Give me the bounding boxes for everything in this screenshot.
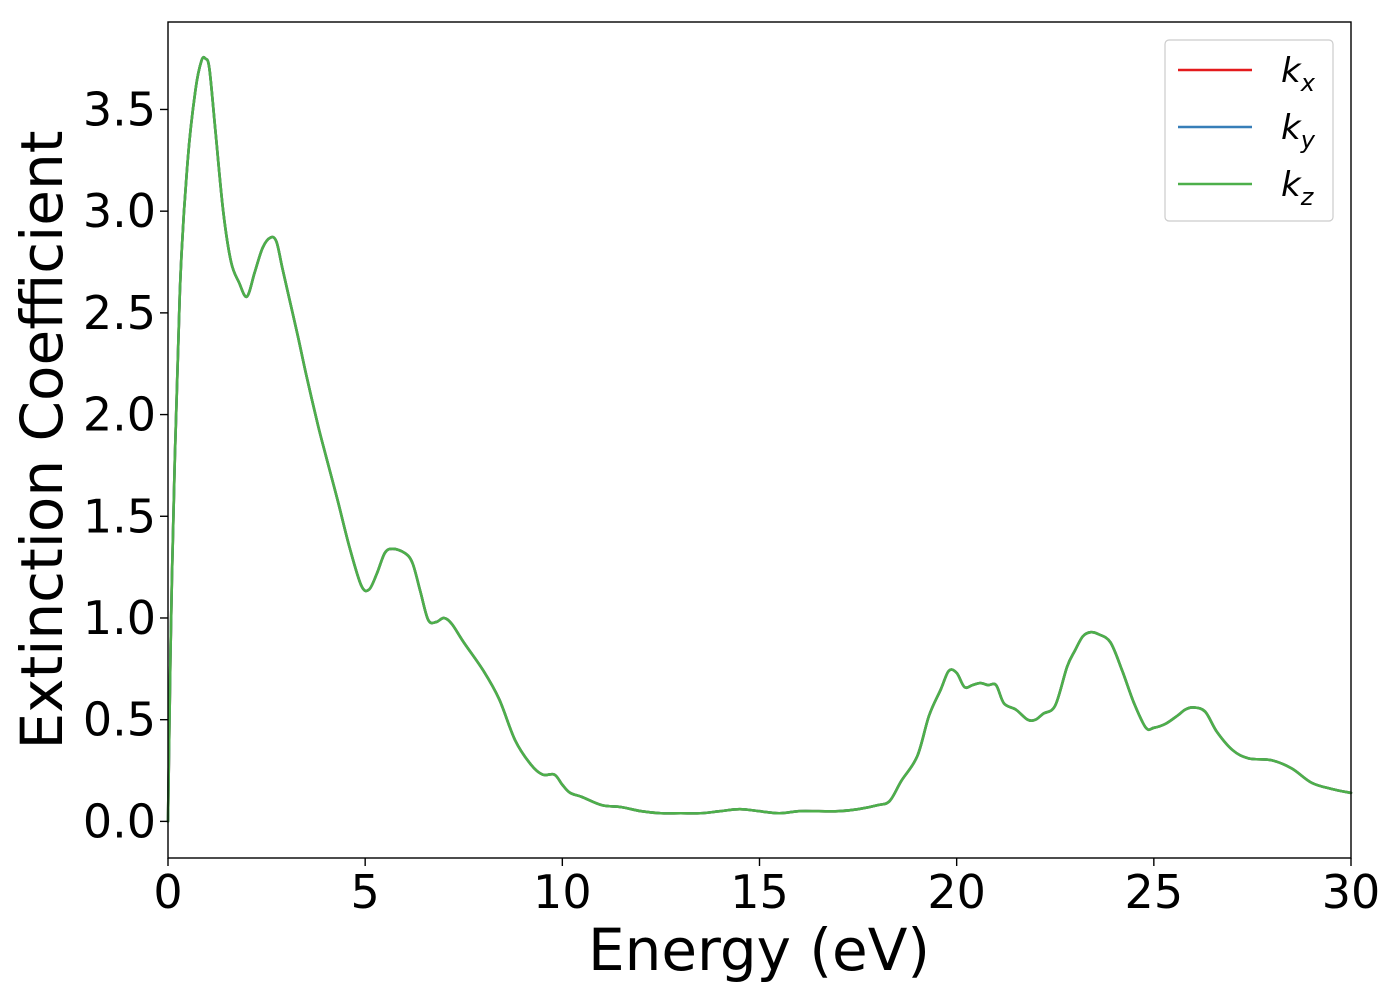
legend-label-base: k <box>1281 108 1302 148</box>
series-line-z <box>166 55 1353 823</box>
legend-label-y: ky <box>1281 108 1316 154</box>
x-tick-label: 25 <box>1125 865 1184 919</box>
legend-label-z: kz <box>1281 165 1315 211</box>
legend-label-x: kx <box>1281 51 1316 97</box>
x-tick-label: 15 <box>730 865 789 919</box>
y-tick-label: 2.0 <box>83 388 156 442</box>
x-tick-label: 10 <box>533 865 592 919</box>
x-tick-label: 0 <box>153 865 182 919</box>
x-tick-label: 5 <box>351 865 380 919</box>
y-tick-label: 0.5 <box>83 693 156 747</box>
x-tick-label: 30 <box>1322 865 1381 919</box>
x-tick-label: 20 <box>927 865 986 919</box>
y-tick-label: 3.5 <box>83 82 156 136</box>
y-axis-title: Extinction Coefficient <box>8 131 76 750</box>
x-axis-ticks: 0 5 10 15 20 25 30 <box>153 858 1380 919</box>
y-tick-label: 1.0 <box>83 591 156 645</box>
legend-box <box>1164 39 1334 222</box>
y-tick-label: 1.5 <box>83 489 156 543</box>
y-tick-label: 0.0 <box>83 794 156 848</box>
legend-label-subscript: x <box>1300 69 1316 97</box>
y-axis-ticks: 0.0 0.5 1.0 1.5 2.0 2.5 3.0 3.5 <box>83 82 168 848</box>
x-axis-title: Energy (eV) <box>588 916 930 984</box>
legend-label-subscript: z <box>1300 183 1315 211</box>
legend-label-base: k <box>1281 51 1302 91</box>
plot-area <box>168 22 1351 858</box>
y-tick-label: 2.5 <box>83 286 156 340</box>
legend-label-subscript: y <box>1300 126 1316 154</box>
legend-label-base: k <box>1281 165 1302 205</box>
series-layer <box>166 55 1353 823</box>
y-tick-label: 3.0 <box>83 184 156 238</box>
